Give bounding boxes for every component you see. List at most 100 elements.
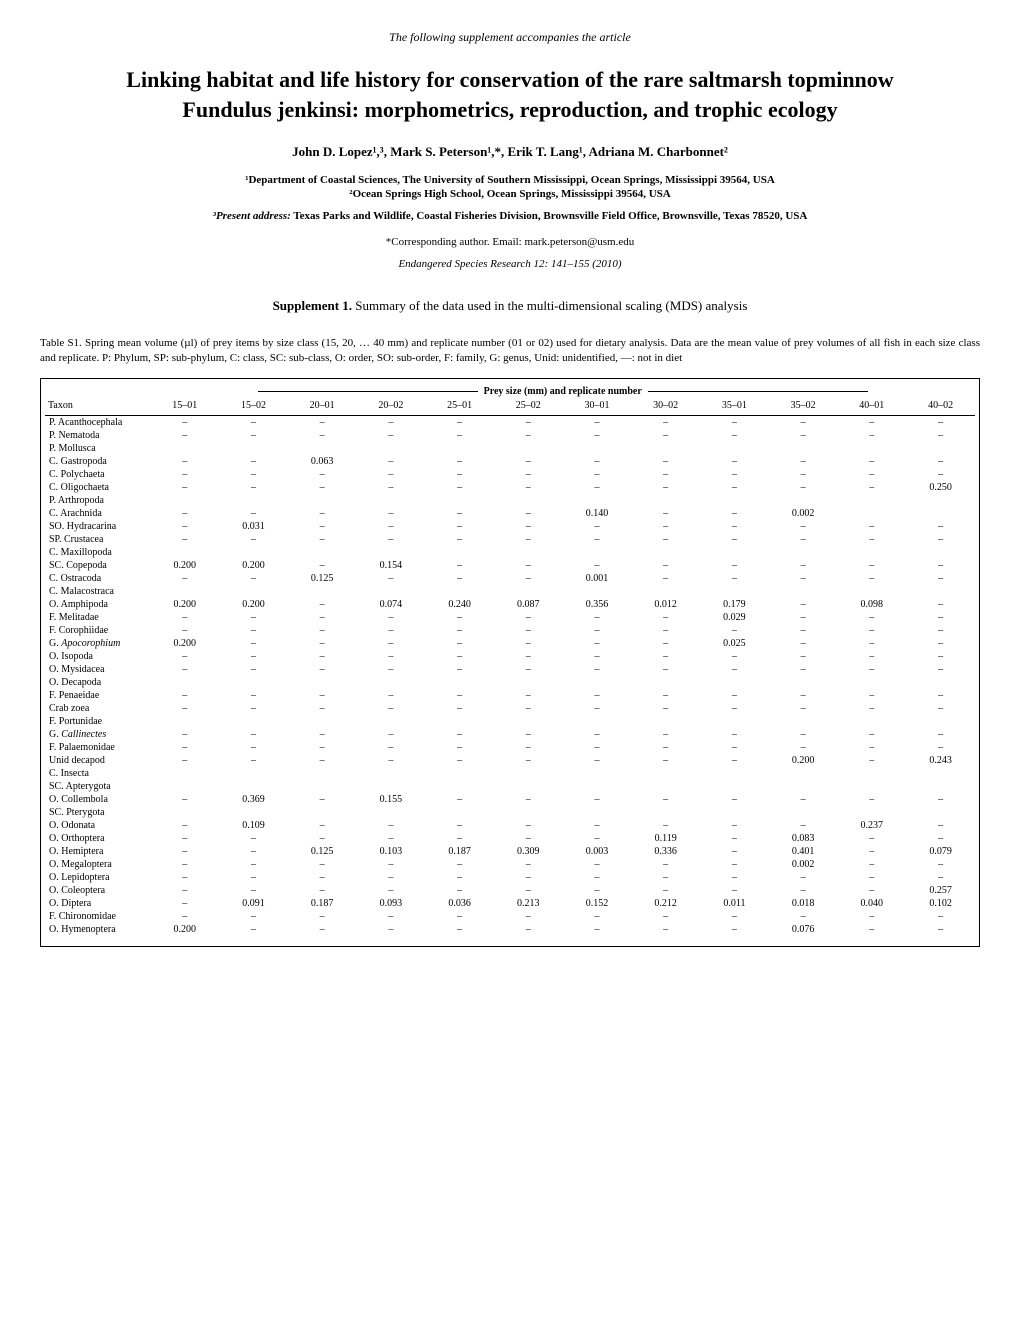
- value-cell: –: [357, 468, 426, 481]
- taxon-cell: O. Mysidacea: [45, 663, 150, 676]
- table-row: P. Mollusca: [45, 442, 975, 455]
- value-cell: [769, 546, 838, 559]
- supplement-note: The following supplement accompanies the…: [40, 30, 980, 45]
- value-cell: –: [906, 702, 975, 715]
- value-cell: –: [288, 520, 357, 533]
- value-cell: –: [563, 559, 632, 572]
- value-cell: –: [837, 455, 906, 468]
- value-cell: [631, 676, 700, 689]
- value-cell: –: [769, 455, 838, 468]
- value-cell: [631, 767, 700, 780]
- value-cell: –: [494, 923, 563, 936]
- value-cell: –: [357, 871, 426, 884]
- value-cell: –: [769, 481, 838, 494]
- value-cell: –: [219, 507, 288, 520]
- value-cell: –: [357, 689, 426, 702]
- value-cell: –: [631, 416, 700, 430]
- value-cell: –: [700, 819, 769, 832]
- value-cell: [150, 546, 219, 559]
- value-cell: [837, 546, 906, 559]
- value-cell: –: [219, 923, 288, 936]
- value-cell: 0.003: [563, 845, 632, 858]
- present-address: ³Present address: Texas Parks and Wildli…: [80, 210, 940, 222]
- value-cell: –: [769, 884, 838, 897]
- table-row: O. Odonata–0.109––––––––0.237–: [45, 819, 975, 832]
- value-cell: –: [150, 702, 219, 715]
- value-cell: –: [563, 819, 632, 832]
- value-cell: [563, 767, 632, 780]
- affiliation-1: ¹Department of Coastal Sciences, The Uni…: [80, 174, 940, 186]
- value-cell: –: [150, 871, 219, 884]
- value-cell: –: [150, 793, 219, 806]
- value-cell: –: [425, 819, 494, 832]
- value-cell: –: [425, 871, 494, 884]
- value-cell: 0.031: [219, 520, 288, 533]
- value-cell: –: [425, 507, 494, 520]
- value-cell: –: [494, 650, 563, 663]
- data-table: Prey size (mm) and replicate number Taxo…: [45, 385, 975, 936]
- value-cell: –: [700, 845, 769, 858]
- value-cell: –: [837, 910, 906, 923]
- value-cell: 0.076: [769, 923, 838, 936]
- table-row: O. Collembola–0.369–0.155––––––––: [45, 793, 975, 806]
- value-cell: [631, 494, 700, 507]
- col-20-01: 20–01: [288, 398, 357, 416]
- taxon-cell: O. Lepidoptera: [45, 871, 150, 884]
- value-cell: 0.369: [219, 793, 288, 806]
- taxon-cell: F. Chironomidae: [45, 910, 150, 923]
- value-cell: –: [769, 650, 838, 663]
- value-cell: –: [288, 793, 357, 806]
- value-cell: –: [288, 429, 357, 442]
- value-cell: –: [837, 533, 906, 546]
- table-row: Crab zoea––––––––––––: [45, 702, 975, 715]
- value-cell: –: [631, 728, 700, 741]
- taxon-cell: O. Megaloptera: [45, 858, 150, 871]
- value-cell: 0.212: [631, 897, 700, 910]
- value-cell: –: [700, 728, 769, 741]
- taxon-cell: SO. Hydracarina: [45, 520, 150, 533]
- value-cell: –: [357, 481, 426, 494]
- value-cell: –: [837, 416, 906, 430]
- value-cell: [700, 676, 769, 689]
- value-cell: –: [150, 663, 219, 676]
- value-cell: –: [837, 871, 906, 884]
- value-cell: –: [700, 455, 769, 468]
- value-cell: –: [150, 520, 219, 533]
- value-cell: [150, 767, 219, 780]
- value-cell: –: [700, 481, 769, 494]
- value-cell: –: [357, 429, 426, 442]
- value-cell: –: [357, 533, 426, 546]
- value-cell: –: [219, 884, 288, 897]
- value-cell: 0.025: [700, 637, 769, 650]
- value-cell: –: [631, 754, 700, 767]
- value-cell: 0.074: [357, 598, 426, 611]
- value-cell: –: [769, 910, 838, 923]
- value-cell: –: [288, 507, 357, 520]
- value-cell: –: [631, 624, 700, 637]
- table-row: P. Arthropoda: [45, 494, 975, 507]
- value-cell: –: [563, 728, 632, 741]
- table-row: Unid decapod–––––––––0.200–0.243: [45, 754, 975, 767]
- value-cell: –: [700, 793, 769, 806]
- value-cell: –: [150, 507, 219, 520]
- table-row: O. Amphipoda0.2000.200–0.0740.2400.0870.…: [45, 598, 975, 611]
- value-cell: [150, 780, 219, 793]
- value-cell: –: [631, 637, 700, 650]
- value-cell: [494, 442, 563, 455]
- value-cell: –: [700, 624, 769, 637]
- value-cell: –: [150, 910, 219, 923]
- value-cell: –: [288, 689, 357, 702]
- value-cell: –: [700, 416, 769, 430]
- value-cell: [425, 546, 494, 559]
- value-cell: [563, 806, 632, 819]
- value-cell: 0.140: [563, 507, 632, 520]
- taxon-cell: F. Melitadae: [45, 611, 150, 624]
- value-cell: 0.250: [906, 481, 975, 494]
- value-cell: –: [837, 520, 906, 533]
- value-cell: [700, 806, 769, 819]
- value-cell: –: [219, 832, 288, 845]
- value-cell: –: [219, 754, 288, 767]
- col-30-01: 30–01: [563, 398, 632, 416]
- value-cell: –: [288, 533, 357, 546]
- value-cell: –: [631, 572, 700, 585]
